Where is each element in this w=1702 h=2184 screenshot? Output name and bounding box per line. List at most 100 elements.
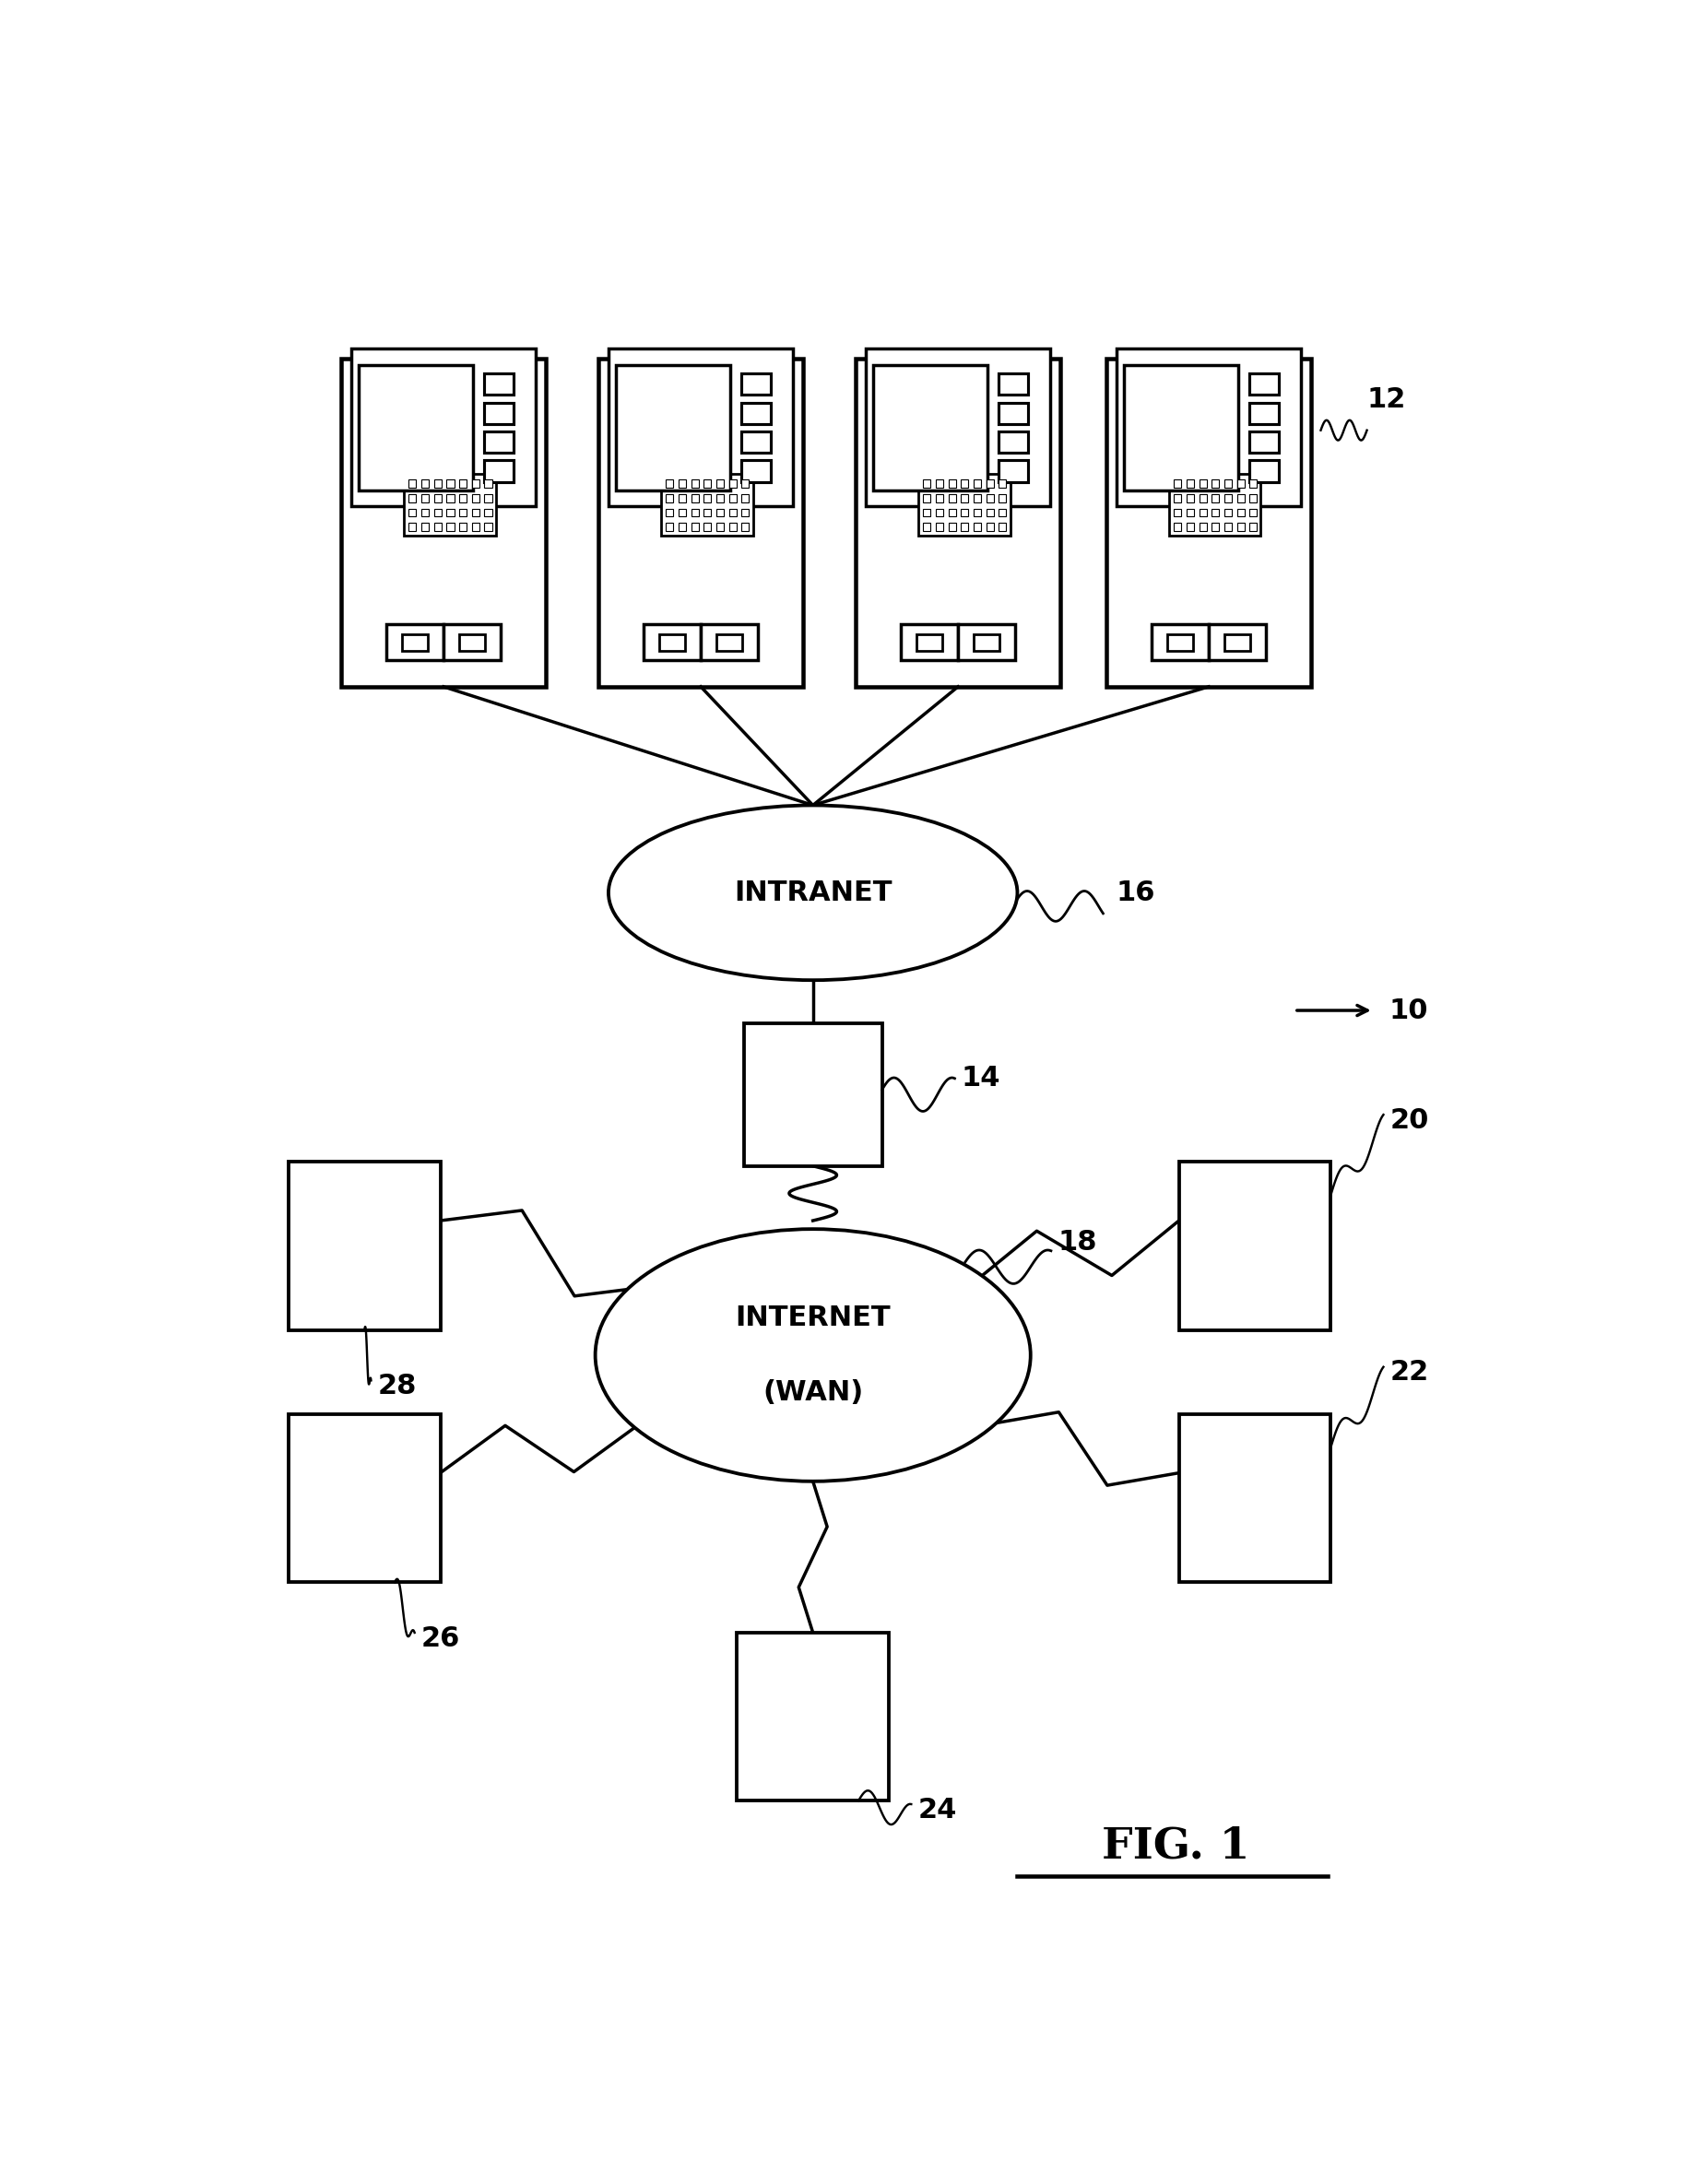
Bar <box>1237 494 1244 502</box>
Bar <box>717 524 723 531</box>
Text: 26: 26 <box>420 1625 460 1651</box>
Bar <box>958 625 1016 660</box>
Bar <box>422 480 429 487</box>
Bar <box>999 432 1028 452</box>
Bar <box>1237 509 1244 518</box>
Bar <box>936 509 943 518</box>
Bar <box>962 494 968 502</box>
Bar <box>866 349 1050 507</box>
Bar <box>1224 494 1232 502</box>
Bar <box>403 474 495 535</box>
Bar <box>1123 365 1237 491</box>
Bar <box>609 349 793 507</box>
Bar <box>1179 1413 1331 1581</box>
Bar <box>1186 480 1193 487</box>
Text: 20: 20 <box>1391 1107 1430 1133</box>
Bar <box>1224 524 1232 531</box>
Bar <box>599 358 803 686</box>
Bar <box>728 509 737 518</box>
Bar <box>408 524 417 531</box>
Bar <box>948 494 957 502</box>
Bar <box>705 480 711 487</box>
Bar <box>948 480 957 487</box>
Bar <box>1208 625 1266 660</box>
Bar <box>728 494 737 502</box>
Bar <box>434 524 441 531</box>
Bar <box>900 625 958 660</box>
Bar <box>717 509 723 518</box>
Bar <box>1198 480 1207 487</box>
Bar <box>856 358 1060 686</box>
Text: 14: 14 <box>962 1066 1001 1092</box>
Bar <box>446 480 454 487</box>
Bar <box>1212 480 1219 487</box>
Bar <box>1249 432 1278 452</box>
Text: 18: 18 <box>1057 1230 1096 1256</box>
Bar <box>1249 461 1278 483</box>
Bar <box>679 509 686 518</box>
Bar <box>948 509 957 518</box>
Bar <box>408 509 417 518</box>
Text: (WAN): (WAN) <box>762 1378 863 1406</box>
Bar <box>386 625 444 660</box>
Bar <box>936 524 943 531</box>
Bar <box>422 509 429 518</box>
Bar <box>422 494 429 502</box>
Bar <box>446 524 454 531</box>
Bar <box>717 494 723 502</box>
Bar <box>408 494 417 502</box>
Bar <box>679 524 686 531</box>
Bar <box>446 509 454 518</box>
Bar <box>974 524 980 531</box>
Bar <box>1186 509 1193 518</box>
Bar <box>434 480 441 487</box>
Text: 24: 24 <box>917 1797 957 1824</box>
Bar <box>948 524 957 531</box>
Bar <box>917 474 1011 535</box>
Bar <box>1174 524 1181 531</box>
Bar <box>922 509 931 518</box>
Bar <box>742 494 749 502</box>
Bar <box>705 524 711 531</box>
Bar <box>742 373 771 395</box>
Bar <box>616 365 730 491</box>
Bar <box>460 633 485 651</box>
Bar <box>460 509 466 518</box>
Bar <box>342 358 546 686</box>
Bar <box>665 480 674 487</box>
Bar <box>999 461 1028 483</box>
Bar <box>962 524 968 531</box>
Text: 16: 16 <box>1117 880 1156 906</box>
Bar <box>744 1022 882 1166</box>
Bar <box>679 494 686 502</box>
Bar <box>962 480 968 487</box>
Bar <box>1249 402 1278 424</box>
Bar <box>985 494 994 502</box>
Bar <box>483 461 514 483</box>
Bar <box>659 633 686 651</box>
Bar <box>289 1162 441 1330</box>
Text: 22: 22 <box>1391 1358 1430 1387</box>
Bar <box>434 509 441 518</box>
Bar <box>728 480 737 487</box>
Bar <box>665 524 674 531</box>
Bar <box>1106 358 1311 686</box>
Bar <box>1174 494 1181 502</box>
Bar <box>1186 524 1193 531</box>
Bar <box>728 524 737 531</box>
Bar <box>402 633 427 651</box>
Text: FIG. 1: FIG. 1 <box>1101 1826 1249 1867</box>
Bar <box>999 524 1006 531</box>
Bar <box>1237 480 1244 487</box>
Bar <box>999 480 1006 487</box>
Bar <box>717 480 723 487</box>
Bar <box>643 625 701 660</box>
Bar <box>1117 349 1300 507</box>
Bar <box>974 494 980 502</box>
Bar <box>1174 480 1181 487</box>
Bar <box>1249 524 1258 531</box>
Bar <box>922 494 931 502</box>
Bar <box>691 524 700 531</box>
Bar <box>471 509 480 518</box>
Bar <box>485 524 492 531</box>
